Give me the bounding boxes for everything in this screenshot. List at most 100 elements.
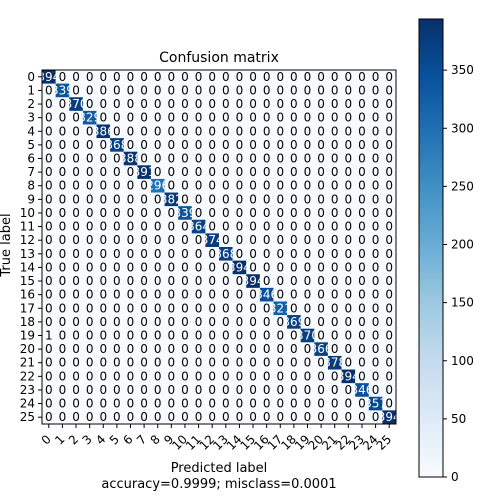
heatmap-cell-3-16 [259, 110, 274, 125]
heatmap-cell-18-0 [42, 315, 56, 329]
y-tick-label-15: 15 [20, 274, 35, 288]
heatmap-cell-17-12 [205, 301, 220, 316]
heatmap-cell-25-5 [110, 410, 124, 425]
cell-value-2-2: 370 [65, 97, 88, 111]
heatmap-cell-21-5 [110, 355, 124, 370]
cell-value-2-20: 0 [317, 97, 325, 111]
heatmap-cell-18-12 [205, 315, 220, 329]
cell-value-4-12: 0 [208, 124, 216, 138]
cell-value-22-11: 0 [195, 369, 203, 383]
heatmap-cell-13-16 [259, 247, 274, 261]
cell-value-12-0: 0 [45, 233, 53, 247]
cell-value-1-8: 0 [154, 83, 162, 97]
cell-value-20-20: 366 [310, 342, 333, 356]
heatmap-cell-18-25 [382, 315, 397, 329]
cell-value-19-24: 0 [372, 329, 380, 343]
heatmap-cell-3-22 [341, 110, 356, 125]
cell-value-13-15: 0 [249, 247, 257, 261]
heatmap-cell-21-10 [178, 355, 193, 370]
heatmap-cell-14-17 [273, 260, 288, 275]
cell-value-17-12: 0 [208, 301, 216, 315]
heatmap-cell-0-14 [232, 70, 247, 84]
cell-value-19-25: 0 [385, 329, 393, 343]
heatmap-cell-17-16 [259, 301, 274, 316]
cell-value-8-13: 0 [222, 179, 230, 193]
cell-value-21-1: 0 [59, 356, 67, 370]
heatmap-cell-11-12 [205, 219, 220, 234]
cell-value-1-25: 0 [385, 83, 393, 97]
heatmap-cell-5-13 [219, 138, 233, 152]
heatmap-cell-1-12 [205, 83, 220, 98]
cell-value-3-10: 0 [181, 111, 189, 125]
heatmap-cell-17-13 [219, 301, 233, 316]
cell-value-1-1: 339 [51, 83, 74, 97]
cell-value-14-1: 0 [59, 260, 67, 274]
cell-value-5-2: 0 [72, 138, 80, 152]
cell-value-0-19: 0 [304, 70, 312, 84]
cell-value-9-1: 0 [59, 192, 67, 206]
heatmap-cell-18-21 [327, 315, 342, 329]
heatmap-cell-2-7 [137, 97, 152, 112]
cell-value-22-10: 0 [181, 369, 189, 383]
cell-value-0-6: 0 [127, 70, 135, 84]
cell-value-17-22: 0 [345, 301, 353, 315]
cell-value-24-24: 357 [364, 397, 387, 411]
cell-value-19-10: 0 [181, 329, 189, 343]
heatmap-cell-6-18 [287, 151, 301, 166]
cell-value-19-19: 370 [296, 329, 319, 343]
heatmap-cell-23-16 [259, 383, 274, 398]
cell-value-18-4: 0 [99, 315, 107, 329]
heatmap-cell-13-14 [232, 247, 247, 261]
cell-value-20-19: 0 [304, 342, 312, 356]
heatmap-cell-1-4 [96, 83, 111, 98]
cell-value-14-20: 0 [317, 260, 325, 274]
cell-value-20-23: 0 [358, 342, 366, 356]
heatmap-cell-3-7 [137, 110, 152, 125]
cell-value-4-22: 0 [345, 124, 353, 138]
heatmap-cell-9-5 [110, 192, 124, 207]
heatmap-cell-9-15 [246, 192, 261, 207]
heatmap-cell-6-21 [327, 151, 342, 166]
cell-value-24-9: 0 [168, 397, 176, 411]
heatmap-cell-24-0 [42, 396, 56, 411]
heatmap-cell-3-13 [219, 110, 233, 125]
heatmap-cell-19-20 [314, 328, 329, 343]
heatmap-cell-25-9 [164, 410, 179, 425]
heatmap-cell-13-5 [110, 247, 124, 261]
heatmap-cell-8-22 [341, 178, 356, 193]
heatmap-cell-15-4 [96, 274, 111, 289]
cell-value-1-19: 0 [304, 83, 312, 97]
cell-value-11-4: 0 [99, 220, 107, 234]
cell-value-16-7: 0 [140, 288, 148, 302]
accuracy-footer: accuracy=0.9999; misclass=0.0001 [101, 477, 336, 492]
cell-value-10-3: 0 [86, 206, 94, 220]
heatmap-cell-14-23 [355, 260, 370, 275]
cell-value-9-0: 0 [45, 192, 53, 206]
heatmap-cell-1-6 [123, 83, 138, 98]
cell-value-16-21: 0 [331, 288, 339, 302]
cell-value-18-24: 0 [372, 315, 380, 329]
heatmap-cell-18-23 [355, 315, 370, 329]
cell-value-2-14: 0 [236, 97, 244, 111]
cell-value-22-15: 0 [249, 369, 257, 383]
heatmap-cell-10-2 [69, 206, 84, 221]
heatmap-cell-9-19 [300, 192, 315, 207]
cell-value-10-24: 0 [372, 206, 380, 220]
heatmap-cell-19-18 [287, 328, 301, 343]
heatmap-cell-24-23 [355, 396, 370, 411]
heatmap-cell-15-25 [382, 274, 397, 289]
heatmap-cell-3-4 [96, 110, 111, 125]
cell-value-5-4: 0 [99, 138, 107, 152]
cell-value-4-16: 0 [263, 124, 271, 138]
cell-value-17-24: 0 [372, 301, 380, 315]
cell-value-22-6: 0 [127, 369, 135, 383]
heatmap-cell-3-0 [42, 110, 56, 125]
cell-value-18-8: 0 [154, 315, 162, 329]
cell-value-10-4: 0 [99, 206, 107, 220]
cell-value-15-6: 0 [127, 274, 135, 288]
cell-value-13-0: 0 [45, 247, 53, 261]
cell-value-22-5: 0 [113, 369, 121, 383]
cell-value-5-9: 0 [168, 138, 176, 152]
heatmap-cell-19-22 [341, 328, 356, 343]
heatmap-cell-13-15 [246, 247, 261, 261]
